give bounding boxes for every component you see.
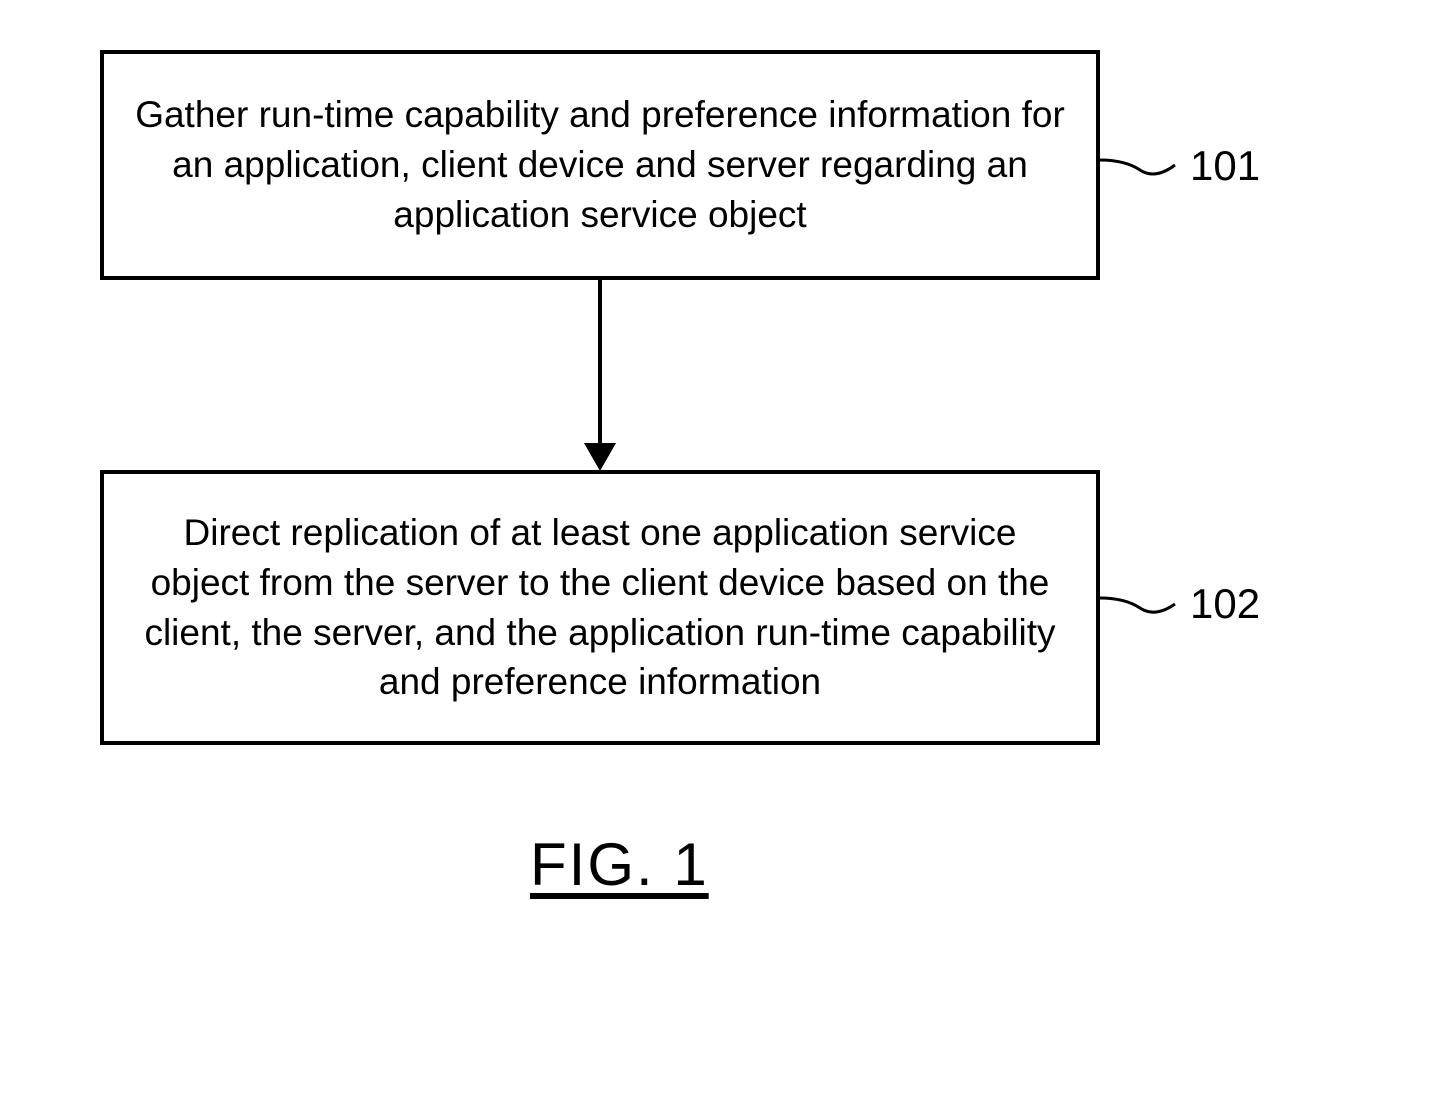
- box-102-text: Direct replication of at least one appli…: [134, 508, 1066, 708]
- figure-label: FIG. 1: [530, 830, 709, 899]
- label-101: 101: [1190, 142, 1260, 190]
- box-101-text: Gather run-time capability and preferenc…: [134, 90, 1066, 240]
- connector-101: [1100, 140, 1180, 190]
- connector-102: [1100, 580, 1180, 630]
- flowchart-box-101: Gather run-time capability and preferenc…: [100, 50, 1100, 280]
- label-102: 102: [1190, 580, 1260, 628]
- arrow-101-to-102: [598, 280, 602, 445]
- flowchart-box-102: Direct replication of at least one appli…: [100, 470, 1100, 745]
- arrowhead-101-to-102: [584, 443, 616, 471]
